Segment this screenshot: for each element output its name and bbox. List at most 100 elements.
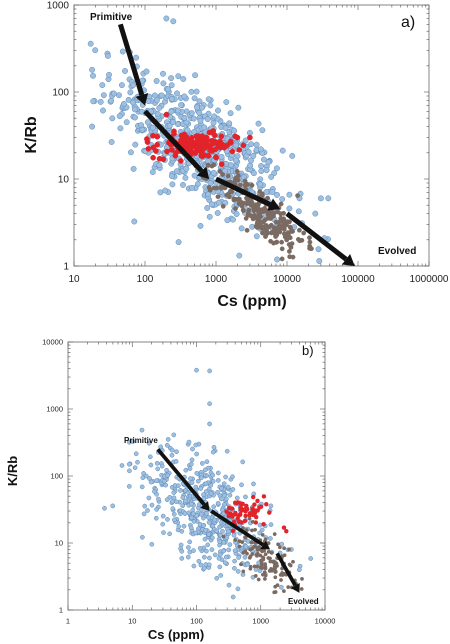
data-point-blue: [160, 70, 166, 77]
data-point-brown: [307, 239, 313, 245]
data-point-blue: [201, 492, 206, 497]
data-point-blue: [210, 449, 216, 455]
data-point-brown: [221, 534, 226, 539]
data-point-blue: [120, 100, 127, 107]
data-point-blue: [160, 513, 166, 519]
data-point-blue: [196, 558, 202, 564]
data-point-blue: [197, 117, 204, 124]
data-point-blue: [187, 539, 193, 545]
data-point-blue: [236, 252, 243, 259]
data-point-red: [252, 502, 257, 507]
data-point-brown: [281, 589, 286, 594]
data-point-blue: [130, 82, 137, 89]
data-point-blue: [211, 113, 218, 120]
y-tick-label: 1000: [46, 405, 63, 414]
data-point-brown: [227, 188, 233, 194]
data-point-red: [178, 132, 185, 139]
data-point-blue: [132, 114, 138, 121]
data-point-blue: [207, 401, 212, 407]
data-point-brown: [266, 556, 271, 560]
x-axis-title: Cs (ppm): [217, 293, 286, 310]
data-point-blue: [211, 444, 217, 450]
data-point-blue: [174, 449, 179, 455]
data-point-red: [171, 128, 177, 135]
data-point-blue: [201, 554, 207, 560]
data-point-blue: [158, 444, 164, 450]
data-point-red: [240, 501, 245, 507]
data-point-blue: [201, 124, 208, 131]
data-point-blue: [279, 147, 286, 154]
data-point-blue: [268, 522, 274, 527]
data-point-blue: [154, 478, 159, 484]
data-point-blue: [207, 102, 214, 109]
data-point-blue: [133, 54, 140, 61]
x-tick-label: 1: [66, 617, 70, 626]
data-point-blue: [232, 558, 237, 564]
data-point-blue: [202, 536, 208, 542]
annotation-evolved: Evolved: [378, 246, 416, 257]
data-point-blue: [212, 517, 218, 523]
data-point-blue: [168, 108, 175, 115]
data-point-blue: [215, 490, 220, 495]
data-point-brown: [215, 194, 221, 200]
data-point-blue: [181, 114, 188, 121]
data-point-blue: [223, 474, 228, 480]
data-point-blue: [164, 467, 169, 473]
data-point-brown: [299, 237, 305, 243]
data-point-blue: [160, 80, 167, 87]
data-point-brown: [263, 566, 268, 571]
data-point-red: [218, 161, 225, 168]
data-point-blue: [191, 563, 197, 569]
data-point-blue: [127, 149, 134, 156]
data-point-brown: [244, 227, 250, 233]
data-point-blue: [140, 475, 146, 481]
data-point-brown: [275, 209, 281, 215]
data-point-blue: [188, 461, 194, 467]
data-point-blue: [286, 191, 293, 198]
data-point-blue: [127, 468, 132, 474]
data-point-blue: [184, 127, 191, 134]
data-point-red: [187, 145, 194, 152]
data-point-blue: [110, 90, 117, 97]
data-point-blue: [190, 115, 197, 122]
data-point-blue: [235, 586, 241, 592]
data-point-blue: [297, 567, 302, 573]
data-point-brown: [279, 246, 285, 252]
data-point-blue: [232, 548, 238, 553]
data-point-blue: [199, 104, 205, 111]
data-point-blue: [204, 205, 211, 211]
y-tick-label: 10000: [42, 338, 63, 347]
data-point-red: [227, 138, 234, 145]
data-point-blue: [231, 532, 237, 538]
data-point-blue: [153, 78, 160, 84]
data-point-blue: [146, 440, 152, 446]
data-point-red: [216, 142, 222, 149]
data-point-blue: [149, 502, 155, 508]
data-point-blue: [90, 72, 96, 79]
data-point-blue: [223, 496, 229, 502]
data-point-brown: [272, 564, 277, 569]
data-point-brown: [220, 172, 226, 177]
data-point-red: [195, 145, 202, 151]
data-point-brown: [266, 549, 271, 554]
data-point-blue: [171, 490, 177, 495]
data-point-brown: [253, 573, 258, 578]
x-tick-label: 100: [190, 617, 203, 626]
data-point-brown: [273, 234, 279, 239]
data-point-brown: [253, 527, 258, 532]
data-point-brown: [250, 552, 255, 556]
data-point-blue: [138, 108, 145, 115]
x-tick-label: 10: [68, 274, 80, 285]
data-point-blue: [149, 124, 156, 131]
data-point-blue: [171, 517, 177, 523]
data-point-blue: [222, 560, 228, 566]
data-point-blue: [182, 511, 188, 516]
data-point-blue: [180, 76, 187, 82]
data-point-blue: [194, 451, 199, 457]
data-point-red: [178, 158, 184, 164]
data-point-red: [224, 509, 229, 514]
data-point-blue: [168, 82, 175, 89]
data-point-blue: [126, 461, 132, 467]
data-point-brown: [239, 562, 243, 567]
